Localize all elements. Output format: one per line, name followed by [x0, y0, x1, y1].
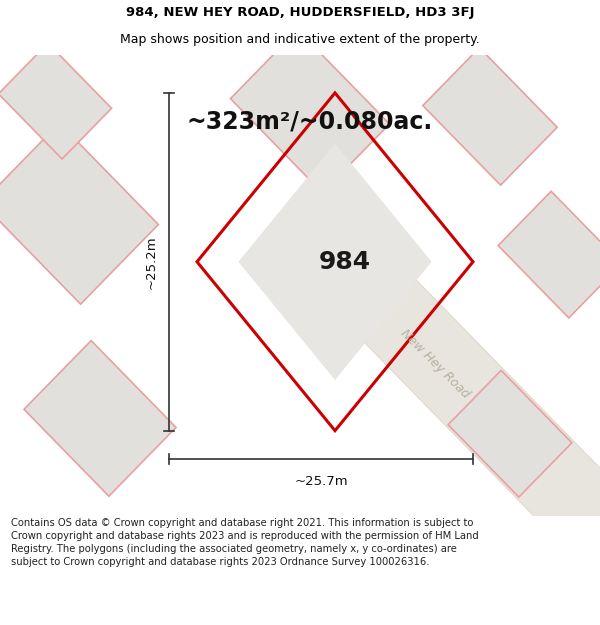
Text: ~25.7m: ~25.7m: [294, 476, 348, 488]
Text: ~323m²/~0.080ac.: ~323m²/~0.080ac.: [187, 109, 433, 134]
Text: New Hey Road: New Hey Road: [398, 327, 472, 401]
Polygon shape: [448, 371, 572, 497]
Text: 984, NEW HEY ROAD, HUDDERSFIELD, HD3 3FJ: 984, NEW HEY ROAD, HUDDERSFIELD, HD3 3FJ: [126, 6, 474, 19]
Polygon shape: [498, 191, 600, 318]
Text: Contains OS data © Crown copyright and database right 2021. This information is : Contains OS data © Crown copyright and d…: [11, 518, 479, 568]
Text: ~25.2m: ~25.2m: [145, 235, 157, 289]
Text: 984: 984: [319, 250, 371, 274]
Polygon shape: [238, 144, 431, 380]
Polygon shape: [0, 43, 112, 159]
Polygon shape: [273, 191, 600, 553]
Polygon shape: [0, 123, 158, 304]
Polygon shape: [230, 30, 389, 192]
Polygon shape: [423, 48, 557, 185]
Text: Map shows position and indicative extent of the property.: Map shows position and indicative extent…: [120, 33, 480, 46]
Polygon shape: [24, 341, 176, 496]
